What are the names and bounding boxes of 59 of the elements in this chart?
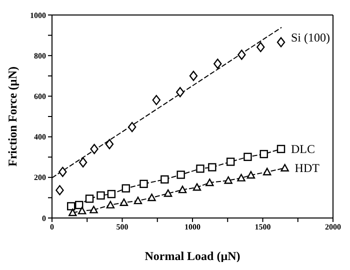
x-tick-label: 1000 xyxy=(184,222,200,232)
point xyxy=(214,58,222,69)
point xyxy=(68,208,77,216)
point xyxy=(78,206,86,214)
point xyxy=(189,70,198,81)
point xyxy=(208,163,216,172)
series-label: HDT xyxy=(294,161,320,176)
point xyxy=(280,164,289,172)
x-tick-label: 500 xyxy=(116,222,128,232)
point xyxy=(152,94,160,106)
point xyxy=(176,87,184,98)
y-tick-label: 400 xyxy=(34,132,46,142)
y-tick-label: 200 xyxy=(34,173,46,182)
point xyxy=(263,168,272,176)
point xyxy=(85,194,94,203)
point xyxy=(260,150,268,158)
point xyxy=(256,42,265,52)
point xyxy=(246,171,256,179)
point xyxy=(106,200,115,208)
point xyxy=(192,183,202,191)
point xyxy=(176,170,185,179)
point xyxy=(164,189,172,197)
point xyxy=(90,144,98,154)
point xyxy=(276,37,286,48)
point xyxy=(90,206,98,214)
point xyxy=(67,202,76,210)
point xyxy=(160,175,169,184)
point xyxy=(128,122,136,132)
point xyxy=(122,184,130,192)
y-tick-label: 800 xyxy=(34,51,46,60)
point xyxy=(206,178,214,186)
y-tick-label: 0 xyxy=(42,214,46,223)
point xyxy=(237,174,246,182)
point xyxy=(276,144,286,154)
series-label: DLC xyxy=(291,142,316,156)
point xyxy=(56,185,64,196)
point xyxy=(96,191,105,200)
x-tick-label: 1500 xyxy=(254,222,271,232)
y-axis-title: Friction Force (µN) xyxy=(5,66,20,166)
series-label: Si (100) xyxy=(291,30,330,45)
point xyxy=(58,166,67,178)
x-tick-label: 2000 xyxy=(325,222,341,232)
y-tick-label: 1000 xyxy=(30,10,46,20)
point xyxy=(75,200,84,210)
point xyxy=(244,152,252,161)
point xyxy=(140,180,148,188)
point xyxy=(107,190,116,198)
point xyxy=(78,157,88,168)
point xyxy=(105,139,114,150)
point xyxy=(134,196,142,204)
point xyxy=(238,50,246,60)
point xyxy=(196,164,204,173)
point xyxy=(178,186,187,194)
x-tick-label: 0 xyxy=(50,222,54,232)
point xyxy=(224,176,232,184)
point xyxy=(226,158,235,166)
point xyxy=(148,194,156,202)
point xyxy=(120,198,128,206)
y-tick-label: 600 xyxy=(34,92,46,102)
